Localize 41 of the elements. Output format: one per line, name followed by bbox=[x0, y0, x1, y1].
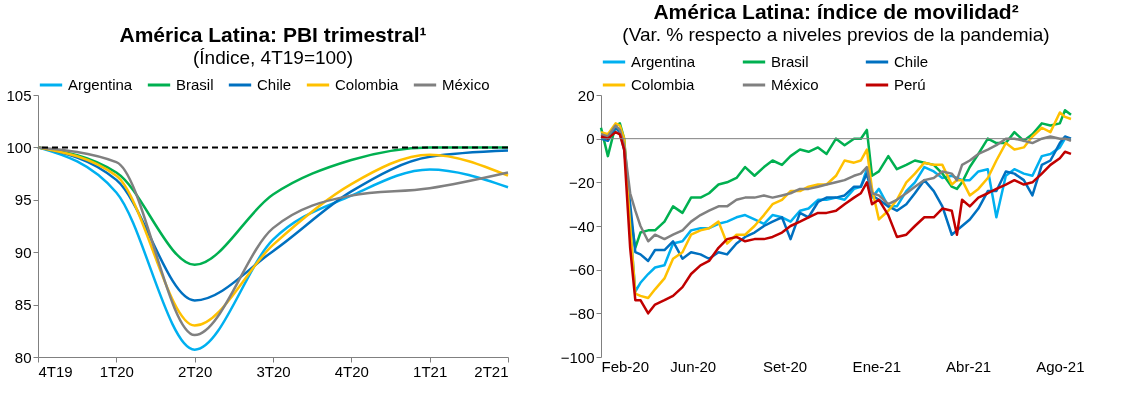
chart-subtitle: (Var. % respecto a niveles previos de la pandemia) bbox=[622, 24, 1050, 45]
x-tick-label: Feb-20 bbox=[601, 357, 650, 375]
legend-label: Chile bbox=[257, 76, 292, 93]
y-tick-label: 90 bbox=[14, 243, 32, 261]
chart-title: América Latina: índice de movilidad² bbox=[653, 0, 1019, 23]
legend-label: México bbox=[771, 76, 819, 93]
chart-subtitle: (Índice, 4T19=100) bbox=[192, 47, 354, 68]
y-tick-label: 20 bbox=[577, 86, 595, 104]
y-tick-label: 80 bbox=[14, 348, 32, 366]
x-tick-label: Abr-21 bbox=[946, 357, 992, 375]
y-tick-label: −20 bbox=[569, 173, 595, 191]
legend-label: Brasil bbox=[176, 76, 214, 93]
x-tick-label: 3T20 bbox=[256, 362, 291, 380]
x-tick-label: 4T20 bbox=[334, 362, 369, 380]
y-tick-label: −40 bbox=[569, 217, 595, 235]
y-tick-label: −60 bbox=[569, 261, 595, 279]
y-tick-label: −80 bbox=[569, 304, 595, 322]
chart-title: América Latina: PBI trimestral¹ bbox=[119, 23, 427, 46]
y-tick-label: 95 bbox=[14, 191, 32, 209]
x-tick-label: Ene-21 bbox=[852, 357, 901, 375]
legend-label: Argentina bbox=[631, 53, 696, 70]
y-tick-label: 105 bbox=[6, 86, 32, 104]
y-tick-label: 0 bbox=[586, 130, 595, 148]
legend-label: México bbox=[442, 76, 490, 93]
y-tick-label: 100 bbox=[6, 138, 32, 156]
y-tick-label: 85 bbox=[14, 296, 32, 314]
legend-label: Argentina bbox=[68, 76, 133, 93]
x-tick-label: 4T19 bbox=[38, 362, 73, 380]
x-tick-label: 2T20 bbox=[178, 362, 213, 380]
legend-label: Brasil bbox=[771, 53, 809, 70]
x-tick-label: Set-20 bbox=[762, 357, 808, 375]
y-tick-label: −100 bbox=[560, 348, 595, 366]
x-tick-label: 1T21 bbox=[413, 362, 448, 380]
x-tick-label: 2T21 bbox=[474, 362, 509, 380]
legend-label: Colombia bbox=[335, 76, 400, 93]
legend-label: Chile bbox=[894, 53, 929, 70]
legend-label: Colombia bbox=[631, 76, 696, 93]
x-tick-label: 1T20 bbox=[99, 362, 134, 380]
x-tick-label: Ago-21 bbox=[1036, 357, 1085, 375]
x-tick-label: Jun-20 bbox=[670, 357, 717, 375]
legend-label: Perú bbox=[894, 76, 926, 93]
